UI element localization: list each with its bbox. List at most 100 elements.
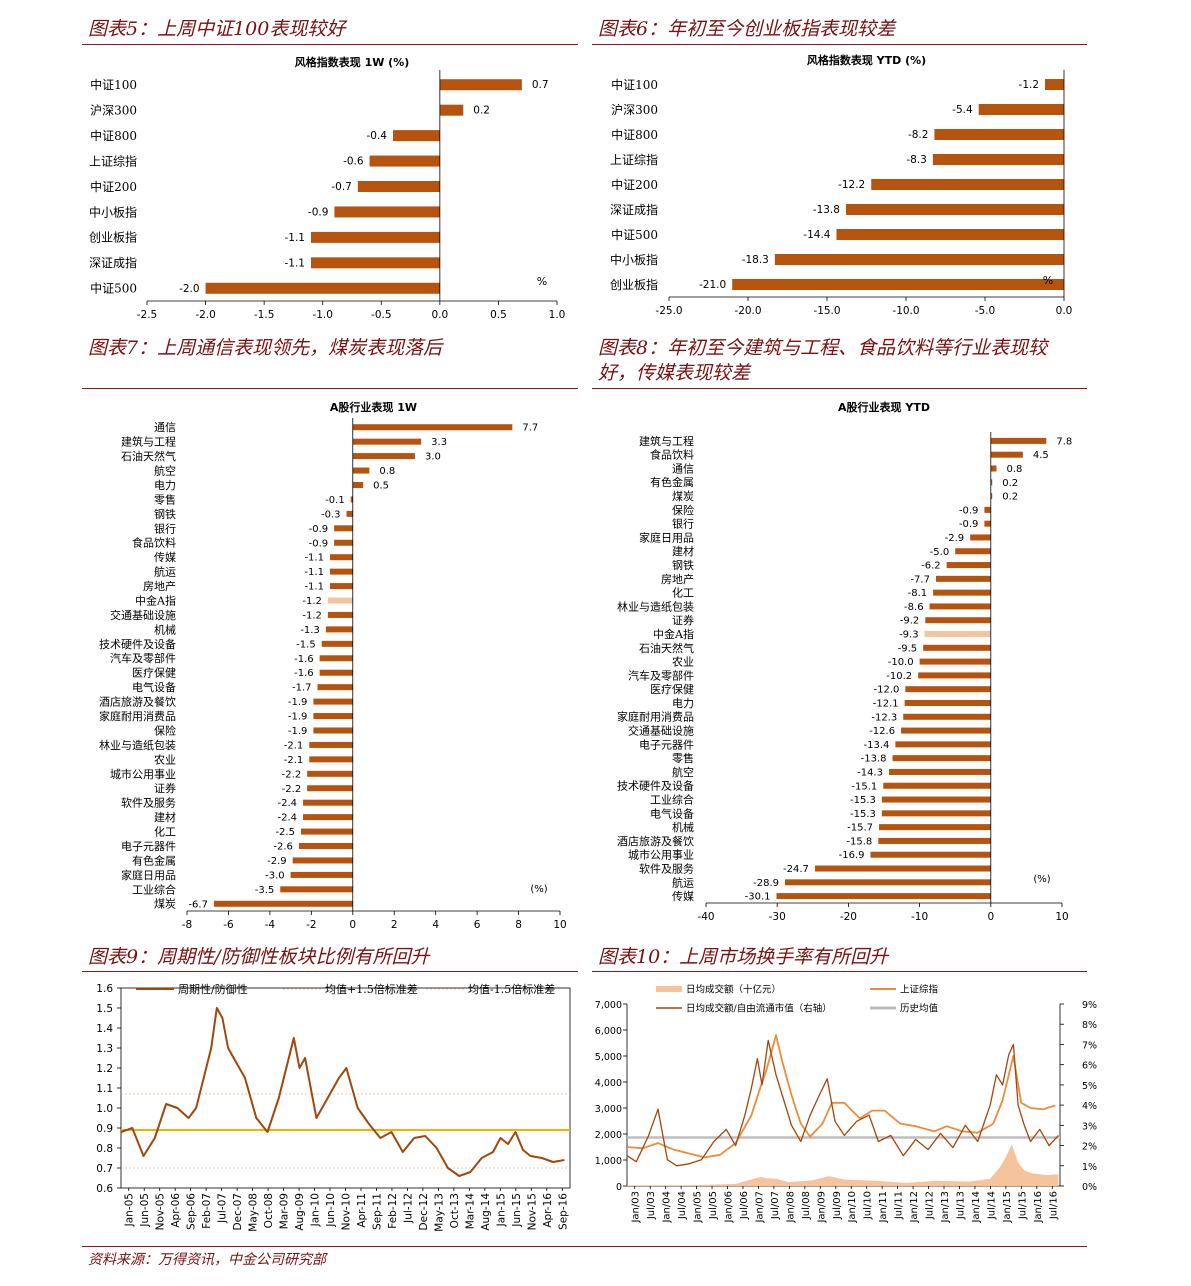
x-tick-label: Apr-11 (356, 1193, 368, 1228)
value-label: -2.1 (284, 755, 304, 766)
chart10-title-rule (592, 971, 1087, 972)
x-tick-label: -20 (840, 911, 857, 923)
bar (990, 451, 1023, 458)
bar (933, 589, 991, 596)
value-label: -28.9 (753, 878, 779, 889)
x-tick-label: -20.0 (734, 305, 761, 317)
chart8-title-line2: 好，传媒表现较差 (598, 362, 751, 384)
x-tick-label: 0 (987, 911, 994, 923)
y2-tick-label: 0% (1082, 1182, 1097, 1193)
bar (439, 79, 522, 91)
value-label: -0.9 (959, 505, 979, 516)
category-label: 证券 (672, 613, 694, 627)
x-tick-label: Jun-10 (325, 1193, 337, 1228)
value-label: -0.9 (959, 519, 979, 530)
bar (990, 437, 1047, 444)
bar (213, 900, 353, 907)
chart-title: A股行业表现 1W (330, 400, 417, 414)
bar (905, 686, 991, 693)
value-label: -1.1 (304, 553, 324, 564)
category-label: 深证成指 (610, 202, 658, 217)
category-label: 石油天然气 (121, 449, 176, 463)
category-label: 煤炭 (672, 490, 694, 503)
value-label: 7.7 (522, 423, 538, 434)
category-label: 工业综合 (650, 793, 694, 807)
x-tick-label: Nov-15 (526, 1193, 538, 1230)
category-label: 食品饮料 (132, 536, 176, 550)
value-label: -21.0 (699, 279, 726, 291)
bar (334, 539, 353, 546)
y-tick-label: 3,000 (595, 1104, 622, 1115)
bar (313, 727, 353, 734)
x-tick-label: Jan-05 (124, 1193, 136, 1227)
y2-tick-label: 6% (1082, 1061, 1097, 1072)
x-tick-label: -6 (223, 919, 234, 931)
bar (845, 204, 1064, 215)
category-label: 家庭耐用消费品 (617, 710, 694, 724)
value-label: -1.3 (300, 625, 320, 636)
category-label: 建材 (672, 544, 694, 558)
category-label: 中证800 (90, 128, 137, 143)
value-label: -2.5 (275, 827, 295, 838)
value-label: -0.9 (308, 206, 329, 218)
legend-label: 日均成交额/自由流通市值（右轴） (686, 1003, 832, 1015)
category-label: 深证成指 (89, 255, 137, 270)
x-tick-label: Jan/04 (662, 1191, 673, 1224)
category-label: 交通基础设施 (628, 724, 694, 738)
value-label: -2.2 (282, 769, 302, 780)
x-tick-label: Jan/14 (971, 1191, 982, 1224)
y-tick-label: 1.1 (96, 1083, 113, 1095)
bar (317, 684, 353, 691)
bar (329, 554, 353, 561)
x-tick-label: Jun-05 (139, 1193, 151, 1228)
category-label: 航运 (672, 875, 694, 889)
bar (883, 782, 991, 789)
chart9-title: 图表9：周期性/防御性板块比例有所回升 (88, 946, 430, 968)
bar (990, 479, 993, 486)
x-tick-label: -2 (306, 919, 316, 931)
chart6-title: 图表6：年初至今创业板指表现较差 (598, 18, 896, 40)
x-tick-label: 6 (474, 919, 481, 931)
category-label: 中证500 (90, 281, 137, 296)
value-label: -10.2 (886, 671, 912, 682)
value-label: 4.5 (1033, 450, 1049, 461)
category-label: 航空 (154, 464, 176, 478)
bar (319, 655, 353, 662)
bar (309, 756, 353, 763)
x-tick-label: Jan/10 (847, 1191, 858, 1224)
category-label: 沪深300 (90, 103, 137, 117)
bar (870, 851, 991, 858)
legend-label: 均值+1.5倍标准差 (325, 982, 418, 996)
category-label: 通信 (672, 462, 694, 475)
bar (901, 727, 991, 734)
x-tick-label: -2.5 (137, 309, 158, 321)
legend-label: 日均成交额（十亿元） (686, 984, 781, 996)
x-tick-label: -30 (769, 911, 786, 923)
category-label: 技术硬件及设备 (617, 779, 694, 793)
y-tick-label: 1.3 (96, 1043, 113, 1055)
bar (984, 506, 991, 513)
value-label: -16.9 (839, 850, 865, 861)
bar (879, 824, 991, 831)
x-tick-label: Jan/05 (693, 1191, 704, 1224)
x-tick-label: Feb-07 (201, 1193, 213, 1229)
x-tick-label: Jan/09 (816, 1191, 827, 1224)
category-label: 零售 (672, 751, 694, 765)
legend-label: 历史均值 (900, 1003, 939, 1015)
x-tick-label: -1.0 (312, 309, 333, 321)
category-label: 上证综指 (89, 153, 137, 168)
category-label: 中证500 (611, 227, 658, 242)
x-tick-label: May-13 (433, 1193, 445, 1232)
value-label: -0.1 (325, 495, 345, 506)
x-tick-label: Oct-13 (449, 1193, 461, 1228)
category-label: 软件及服务 (639, 861, 694, 875)
bar (311, 231, 440, 243)
x-tick-label: Jan/11 (878, 1191, 889, 1224)
chart-title: A股行业表现 YTD (838, 400, 930, 414)
x-tick-label: Jul-12 (402, 1193, 414, 1224)
value-label: -2.4 (278, 798, 298, 809)
value-label: -12.6 (869, 726, 895, 737)
category-label: 创业板指 (610, 277, 658, 292)
value-label: -1.9 (288, 726, 308, 737)
x-tick-label: Dec-12 (418, 1193, 430, 1230)
